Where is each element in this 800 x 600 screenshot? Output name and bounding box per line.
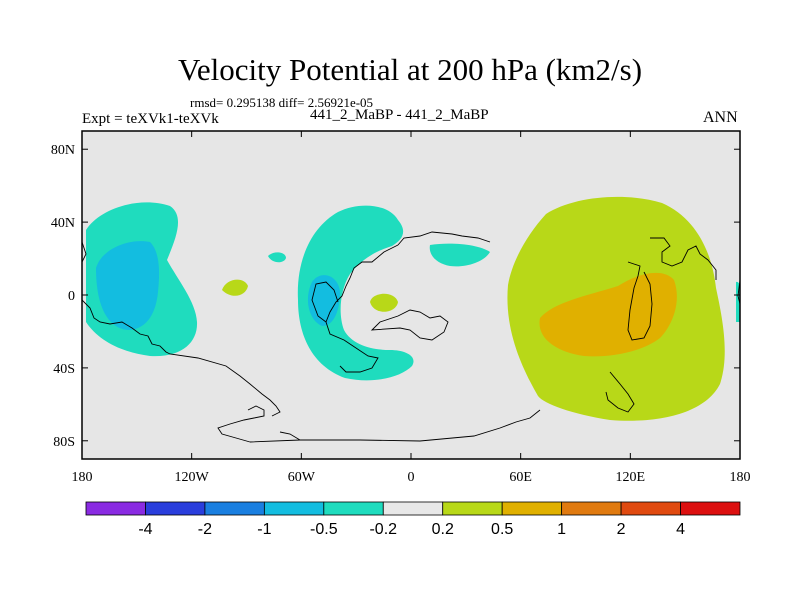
x-tick-label: 60W (288, 470, 316, 485)
colorbar-label: 2 (617, 521, 626, 538)
colorbar-swatch (680, 501, 741, 516)
colorbar-swatch (442, 501, 503, 516)
x-tick-label: 180 (730, 470, 751, 485)
colorbar-label: -2 (198, 521, 212, 538)
colorbar-label: -1 (257, 521, 271, 538)
contour-fill (736, 281, 740, 322)
colorbar-label: -0.2 (369, 521, 397, 538)
contour-fill (222, 279, 248, 296)
colorbar-label: 1 (557, 521, 566, 538)
season-label: ANN (703, 109, 738, 126)
y-tick-label: 80N (51, 143, 75, 158)
x-tick-label: 120W (175, 470, 210, 485)
colorbar: -4 -2 -1 -0.5 -0.2 0.2 0.5 1 2 4 (85, 501, 741, 538)
y-tick-label: 0 (68, 289, 75, 304)
colorbar-swatch (263, 501, 325, 516)
coastline-africa-asia (605, 237, 717, 413)
contour-fill (268, 252, 286, 263)
colorbar-swatch (323, 501, 384, 516)
colorbar-swatch (561, 501, 622, 516)
experiment-label: Expt = teXVk1-teXVk (82, 111, 219, 127)
colorbar-label: 0.5 (491, 521, 513, 538)
x-tick-label: 180 (72, 470, 93, 485)
contour-fill (429, 243, 490, 267)
colorbar-swatch (145, 501, 206, 516)
x-tick-label: 0 (408, 470, 415, 485)
colorbar-swatch (382, 501, 444, 516)
coastline-americas (311, 231, 491, 373)
contour-fill (370, 293, 398, 312)
x-tick-label: 120E (616, 470, 646, 485)
colorbar-swatch (620, 501, 681, 516)
colorbar-swatch (501, 501, 563, 516)
coastline-antarctica (217, 405, 541, 443)
colorbar-label: -0.5 (310, 521, 338, 538)
case-label: 441_2_MaBP - 441_2_MaBP (310, 107, 489, 123)
y-tick-label: 40N (51, 216, 75, 231)
stats-label: rmsd= 0.295138 diff= 2.56921e-05 (190, 95, 374, 110)
colorbar-label: 0.2 (432, 521, 454, 538)
y-tick-label: 40S (53, 362, 75, 377)
colorbar-swatch (85, 501, 146, 516)
axes: 180 120W 60W 0 60E 120E 180 80N 40N 0 40S 80S (51, 131, 751, 485)
chart-title: Velocity Potential at 200 hPa (km2/s) (177, 52, 643, 87)
contour-fields (86, 196, 740, 421)
colorbar-swatch (204, 501, 265, 516)
y-tick-label: 80S (53, 435, 75, 450)
colorbar-label: 4 (676, 521, 685, 538)
contour-fill (96, 241, 160, 330)
contour-fill (539, 272, 677, 357)
contour-fill (297, 205, 414, 381)
colorbar-label: -4 (138, 521, 152, 538)
x-tick-label: 60E (509, 470, 532, 485)
